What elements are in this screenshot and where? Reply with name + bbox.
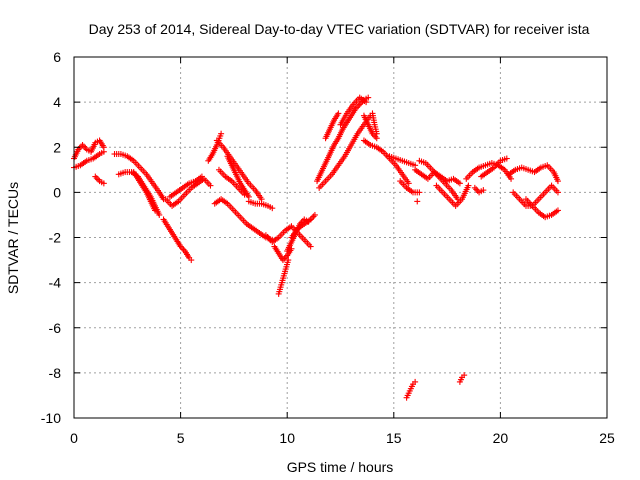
data-point [269,205,276,212]
x-tick-label: 20 [493,430,509,446]
data-point [412,378,419,385]
y-tick-label: 4 [53,94,61,110]
data-point [508,175,515,182]
data-point [93,175,100,182]
y-tick-label: -4 [49,275,62,291]
data-point [503,155,510,162]
data-point [100,148,107,155]
y-tick-label: -8 [49,365,62,381]
data-point [285,257,292,264]
x-tick-label: 0 [70,430,78,446]
y-tick-label: -2 [49,230,62,246]
grid [74,57,607,418]
data-point [471,184,478,191]
data-point [372,133,379,140]
data-point [554,189,561,196]
data-point [461,372,468,379]
y-tick-label: -6 [49,320,62,336]
data-point [92,173,99,180]
x-tick-labels: 0 5 10 15 20 25 [70,430,615,446]
data-point [152,207,159,214]
data-point [100,180,107,187]
x-tick-label: 25 [599,430,615,446]
data-point [456,180,463,187]
data-point [310,213,317,220]
data-point [198,173,205,180]
data-point [218,130,225,137]
x-axis-label: GPS time / hours [287,459,394,475]
x-tick-label: 15 [386,430,402,446]
data-point [480,187,487,194]
data-point [188,257,195,264]
data-point [363,99,370,106]
data-point [365,94,372,101]
data-point [554,178,561,185]
data-point [311,211,318,218]
chart-title: Day 253 of 2014, Sidereal Day-to-day VTE… [89,21,590,37]
y-tick-labels: -10 -8 -6 -4 -2 0 2 4 6 [41,49,61,426]
data-point [307,243,314,250]
data-point [335,110,342,117]
y-axis-label: SDTVAR / TECUs [5,182,21,294]
y-tick-label: 2 [53,139,61,155]
axis-ticks [73,56,608,419]
data-point [80,143,87,150]
x-tick-label: 5 [177,430,185,446]
data-point [554,207,561,214]
y-tick-label: 0 [53,184,61,200]
data-point [373,130,380,137]
y-tick-label: -10 [41,410,61,426]
data-point [156,211,163,218]
data-point [416,189,423,196]
data-point [414,198,421,205]
data-point [465,182,472,189]
data-point [405,180,412,187]
x-tick-label: 10 [279,430,295,446]
data-point [207,182,214,189]
y-tick-label: 6 [53,49,61,65]
data-points [71,94,561,401]
